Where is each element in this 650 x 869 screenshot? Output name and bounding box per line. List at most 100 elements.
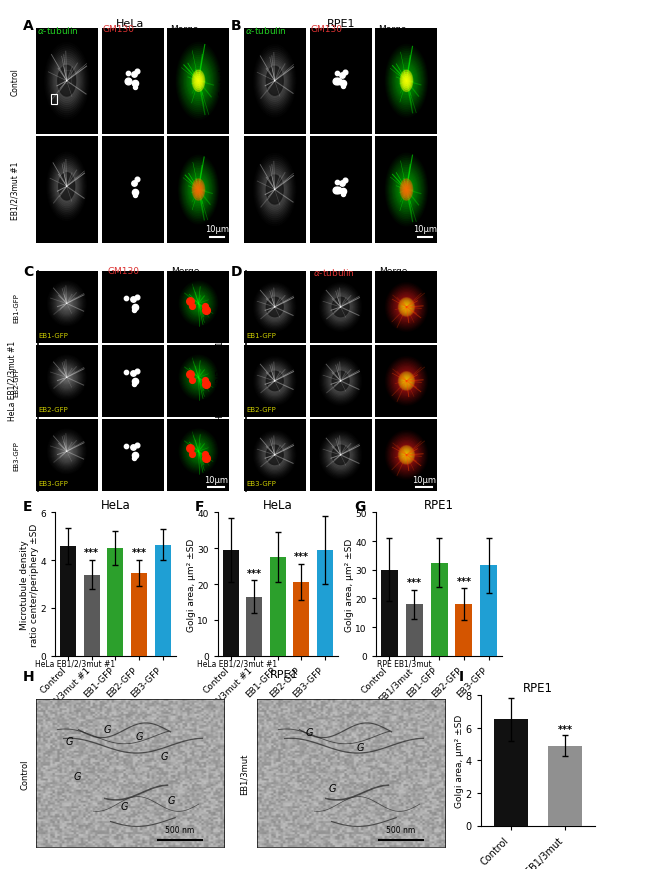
Text: ***: *** xyxy=(84,547,99,558)
Bar xyxy=(60,547,76,656)
Polygon shape xyxy=(399,178,413,202)
Text: ***: *** xyxy=(456,576,471,586)
Polygon shape xyxy=(398,372,415,391)
Y-axis label: Golgi area, μm² ±SD: Golgi area, μm² ±SD xyxy=(187,538,196,631)
Polygon shape xyxy=(266,67,283,96)
Text: GM130: GM130 xyxy=(103,25,135,34)
Polygon shape xyxy=(400,448,413,462)
Bar xyxy=(293,582,309,656)
Polygon shape xyxy=(64,76,70,87)
Polygon shape xyxy=(396,64,417,99)
Polygon shape xyxy=(399,373,414,390)
Title: RPE1: RPE1 xyxy=(424,499,454,512)
Text: Control: Control xyxy=(218,68,227,96)
Polygon shape xyxy=(402,73,411,90)
Polygon shape xyxy=(404,452,410,459)
Text: 500 nm: 500 nm xyxy=(165,825,194,834)
Polygon shape xyxy=(192,71,205,92)
Polygon shape xyxy=(402,75,411,89)
Text: EB2-GFP: EB2-GFP xyxy=(247,406,277,412)
Polygon shape xyxy=(192,297,205,311)
Polygon shape xyxy=(192,71,205,92)
Polygon shape xyxy=(196,185,202,196)
Polygon shape xyxy=(402,451,410,460)
Polygon shape xyxy=(190,177,206,203)
Text: EB3-GFP: EB3-GFP xyxy=(247,480,277,486)
Text: EB1/2/3mut #1: EB1/2/3mut #1 xyxy=(10,161,20,220)
Polygon shape xyxy=(272,304,278,311)
Polygon shape xyxy=(192,180,205,201)
Polygon shape xyxy=(192,180,204,201)
Text: ***: *** xyxy=(294,552,309,562)
Polygon shape xyxy=(401,182,411,199)
Polygon shape xyxy=(196,448,202,455)
Polygon shape xyxy=(391,364,422,399)
Polygon shape xyxy=(194,75,203,89)
Text: H: H xyxy=(23,669,34,683)
Text: G: G xyxy=(136,732,143,741)
Polygon shape xyxy=(191,295,205,312)
Text: $\alpha$-tubulin: $\alpha$-tubulin xyxy=(313,267,355,278)
Polygon shape xyxy=(190,176,207,205)
Text: ***: *** xyxy=(247,568,262,578)
Text: HeLa EB1/2/3mut #1: HeLa EB1/2/3mut #1 xyxy=(34,659,115,667)
Polygon shape xyxy=(194,182,203,199)
Polygon shape xyxy=(396,369,417,394)
Polygon shape xyxy=(396,295,417,320)
Text: GM130: GM130 xyxy=(311,25,343,34)
Polygon shape xyxy=(393,441,420,470)
Polygon shape xyxy=(400,71,413,92)
Polygon shape xyxy=(402,450,411,461)
Polygon shape xyxy=(332,372,349,391)
Polygon shape xyxy=(397,66,415,97)
Text: G: G xyxy=(121,801,128,811)
Text: G: G xyxy=(168,795,176,805)
Polygon shape xyxy=(194,75,202,89)
Text: Merge: Merge xyxy=(380,267,408,275)
Polygon shape xyxy=(398,298,415,317)
Bar xyxy=(131,574,147,656)
Polygon shape xyxy=(196,185,202,196)
Text: 10μm: 10μm xyxy=(413,225,437,234)
Text: 500 nm: 500 nm xyxy=(386,825,415,834)
Text: Control: Control xyxy=(20,758,29,789)
Polygon shape xyxy=(396,443,417,468)
Text: EB2-GFP: EB2-GFP xyxy=(220,367,226,396)
Polygon shape xyxy=(194,73,203,90)
Text: $\alpha$-tubulin: $\alpha$-tubulin xyxy=(245,25,287,36)
Text: G: G xyxy=(306,727,313,737)
Polygon shape xyxy=(58,174,75,201)
Text: HeLa EB1/2/3mut #1: HeLa EB1/2/3mut #1 xyxy=(215,340,224,421)
Text: RPE1: RPE1 xyxy=(327,19,356,29)
Text: Control: Control xyxy=(10,68,20,96)
Text: EB2-GFP: EB2-GFP xyxy=(39,406,69,412)
Polygon shape xyxy=(189,65,208,98)
Polygon shape xyxy=(397,175,415,206)
Polygon shape xyxy=(402,376,411,387)
Polygon shape xyxy=(193,372,203,384)
Polygon shape xyxy=(188,172,209,209)
Polygon shape xyxy=(395,169,419,211)
Polygon shape xyxy=(392,439,421,472)
Polygon shape xyxy=(188,174,208,207)
Polygon shape xyxy=(192,371,205,385)
Bar xyxy=(51,95,57,105)
Polygon shape xyxy=(395,61,419,103)
Polygon shape xyxy=(402,182,411,199)
Polygon shape xyxy=(396,173,417,208)
Text: HeLa EB1/2/3mut #1: HeLa EB1/2/3mut #1 xyxy=(7,340,16,421)
Polygon shape xyxy=(198,189,199,191)
Polygon shape xyxy=(401,73,411,90)
Text: D: D xyxy=(231,265,242,279)
Polygon shape xyxy=(332,446,349,465)
Polygon shape xyxy=(391,438,422,473)
Polygon shape xyxy=(399,447,413,464)
Polygon shape xyxy=(391,290,422,325)
Polygon shape xyxy=(194,447,203,456)
Polygon shape xyxy=(194,183,203,197)
Polygon shape xyxy=(266,176,283,205)
Text: C: C xyxy=(23,265,33,279)
Polygon shape xyxy=(198,81,199,83)
Text: A: A xyxy=(23,19,34,33)
Text: ***: *** xyxy=(558,725,573,734)
